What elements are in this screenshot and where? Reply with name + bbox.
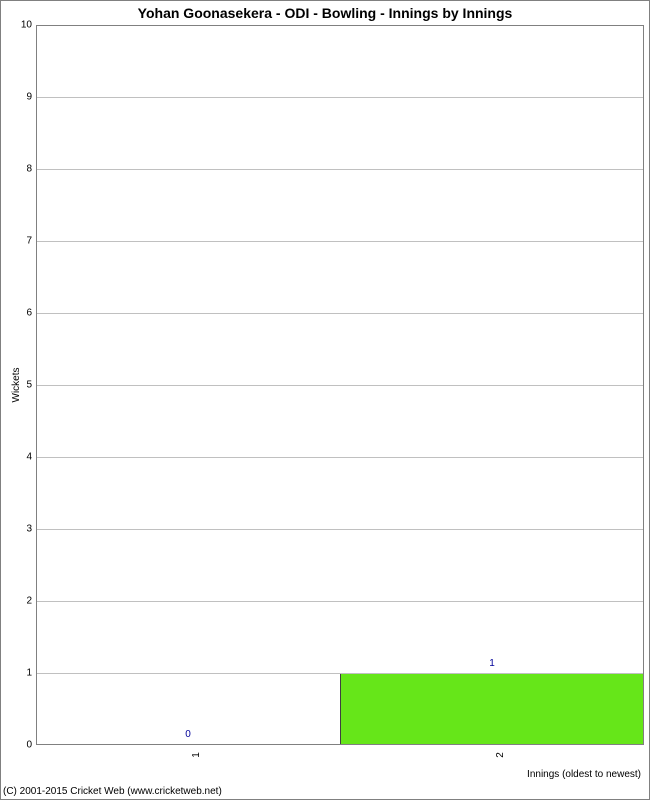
gridline xyxy=(36,385,644,386)
x-tick-label: 1 xyxy=(191,752,202,758)
copyright-text: (C) 2001-2015 Cricket Web (www.cricketwe… xyxy=(3,786,222,797)
gridline xyxy=(36,529,644,530)
y-tick-label: 8 xyxy=(12,164,32,175)
y-tick-label: 3 xyxy=(12,524,32,535)
y-tick-label: 1 xyxy=(12,668,32,679)
y-tick-label: 10 xyxy=(12,20,32,31)
gridline xyxy=(36,457,644,458)
y-tick-label: 9 xyxy=(12,92,32,103)
gridline xyxy=(36,97,644,98)
y-tick-label: 0 xyxy=(12,740,32,751)
gridline xyxy=(36,601,644,602)
x-axis-label: Innings (oldest to newest) xyxy=(527,769,641,780)
y-tick-label: 4 xyxy=(12,452,32,463)
y-tick-label: 2 xyxy=(12,596,32,607)
chart-title: Yohan Goonasekera - ODI - Bowling - Inni… xyxy=(1,5,649,21)
bar xyxy=(340,673,644,745)
chart-container: Yohan Goonasekera - ODI - Bowling - Inni… xyxy=(0,0,650,800)
plot-area: 01 xyxy=(36,25,644,745)
bar-value-label: 1 xyxy=(489,658,495,669)
gridline xyxy=(36,313,644,314)
gridline xyxy=(36,673,644,674)
gridline xyxy=(36,241,644,242)
bar-value-label: 0 xyxy=(185,729,191,740)
y-tick-label: 6 xyxy=(12,308,32,319)
bar xyxy=(36,744,340,745)
gridline xyxy=(36,169,644,170)
x-tick-label: 2 xyxy=(495,752,506,758)
y-axis-label: Wickets xyxy=(11,368,22,403)
gridline xyxy=(36,25,644,26)
y-tick-label: 7 xyxy=(12,236,32,247)
